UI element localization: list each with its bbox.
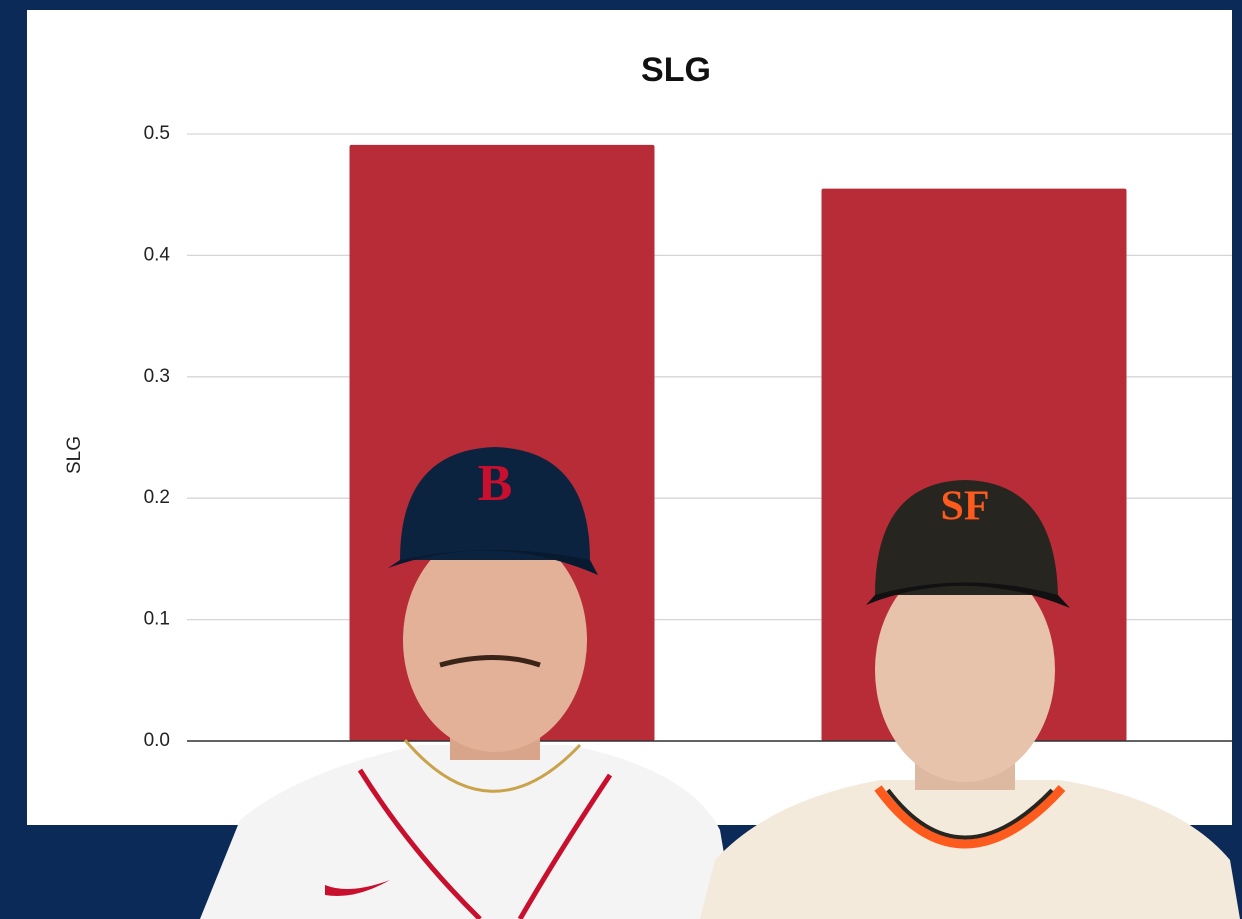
cap-logo: B (478, 455, 513, 512)
cap (875, 480, 1058, 595)
y-tick-label: 0.1 (144, 609, 170, 630)
mustache (439, 655, 541, 668)
face (875, 558, 1055, 782)
y-tick-label: 0.4 (144, 244, 171, 265)
chart-title: SLG (641, 51, 711, 89)
y-axis-label: SLG (64, 436, 85, 474)
jersey-piping (357, 768, 613, 919)
collar (874, 784, 1066, 849)
y-tick-label: 0.2 (144, 487, 170, 508)
y-tick-label: 0.5 (144, 123, 170, 144)
y-tick-label: 0.0 (144, 730, 170, 751)
cap (400, 447, 590, 560)
jersey (700, 780, 1240, 919)
cap-brim (388, 550, 598, 575)
logo (325, 880, 390, 896)
necklace (403, 739, 582, 793)
player-photos: B SF (200, 447, 1240, 919)
cap-logo: SF (940, 484, 989, 530)
y-tick-label: 0.3 (144, 366, 170, 387)
collar-trim (886, 788, 1054, 840)
face (403, 528, 587, 752)
cap-brim (866, 582, 1070, 608)
